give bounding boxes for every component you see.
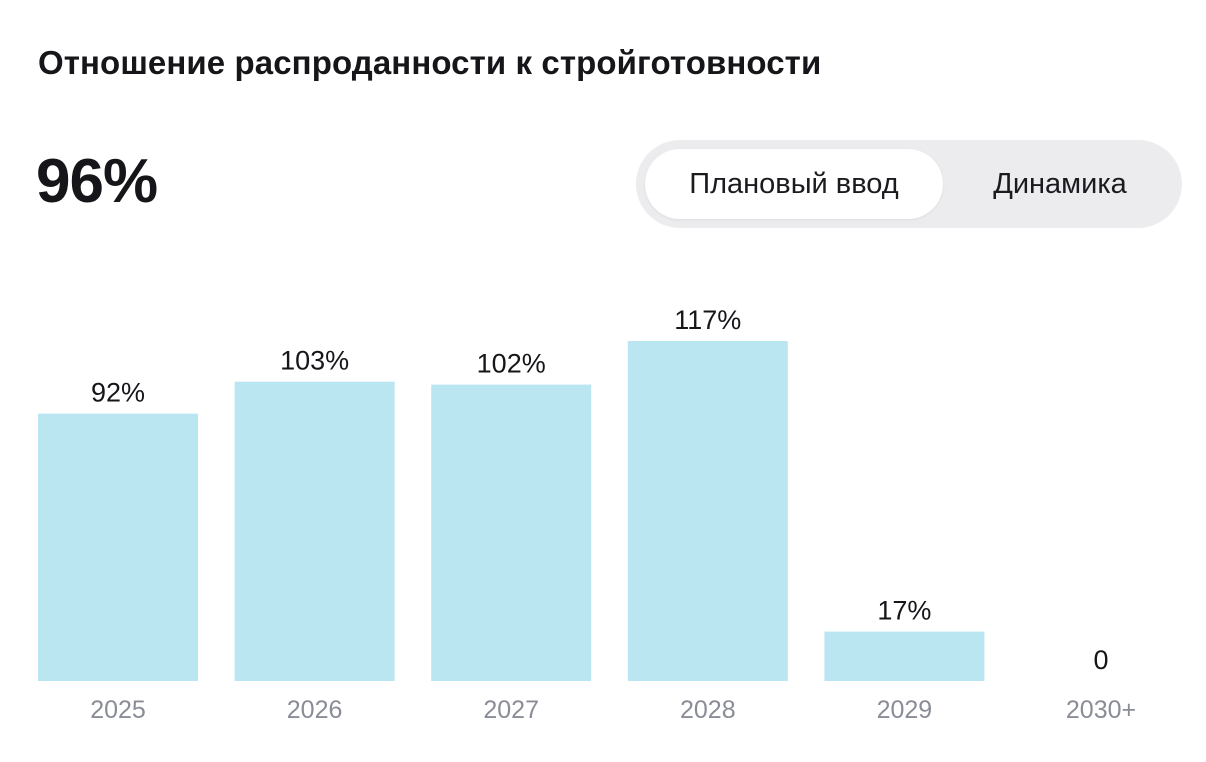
data-label-2025: 92% xyxy=(91,378,145,408)
x-tick-label-2026: 2026 xyxy=(287,696,343,724)
toggle-planned-commissioning[interactable]: Плановый ввод xyxy=(645,149,943,219)
bar-2028 xyxy=(627,341,788,681)
bar-chart: 92% 2025 103% 2026 102% 2027 117% 2028 17% 2029 0 2… xyxy=(0,260,1206,740)
data-label-2030+: 0 xyxy=(1093,645,1108,675)
chart-title: Отношение распроданности к стройготовнос… xyxy=(38,44,822,81)
bar-2027 xyxy=(431,384,592,681)
bar-2025 xyxy=(38,413,198,681)
x-tick-label-2027: 2027 xyxy=(483,696,539,724)
overall-ratio-value: 96% xyxy=(36,147,158,216)
x-tick-label-2030+: 2030+ xyxy=(1066,696,1136,724)
data-label-2027: 102% xyxy=(477,349,546,379)
bar-2029 xyxy=(824,631,985,681)
bar-chart-svg: 92% 2025 103% 2026 102% 2027 117% 2028 17% 2029 0 2… xyxy=(38,305,1136,724)
view-toggle: Плановый ввод Динамика xyxy=(636,140,1182,228)
x-tick-label-2029: 2029 xyxy=(877,696,933,724)
bar-2026 xyxy=(234,381,395,681)
x-tick-label-2025: 2025 xyxy=(90,696,146,724)
data-label-2026: 103% xyxy=(280,346,349,376)
data-label-2028: 117% xyxy=(674,305,741,335)
x-tick-label-2028: 2028 xyxy=(680,696,736,724)
toggle-dynamics[interactable]: Динамика xyxy=(993,167,1127,200)
data-label-2029: 17% xyxy=(877,596,931,626)
